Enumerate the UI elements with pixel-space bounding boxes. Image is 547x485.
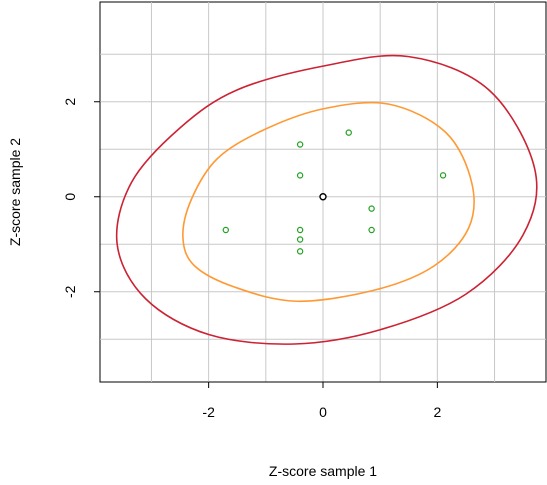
data-points	[222, 129, 447, 255]
grid	[100, 2, 546, 382]
y-tick-label: 2	[62, 98, 78, 106]
data-point-2	[296, 141, 304, 148]
data-point-5	[296, 236, 304, 243]
data-point-9	[368, 226, 375, 234]
x-axis-title: Z-score sample 1	[269, 463, 377, 479]
data-point-6	[296, 248, 304, 255]
data-point-3	[296, 172, 304, 179]
ellipses	[115, 54, 538, 345]
data-point-1	[222, 226, 229, 234]
data-point-7	[345, 129, 352, 136]
data-point-10	[439, 172, 447, 179]
y-tick-label: 0	[62, 193, 78, 201]
center-point	[319, 193, 327, 201]
y-tick-label: -2	[62, 285, 78, 298]
inner-ellipse	[182, 101, 475, 303]
center-point-layer	[319, 193, 327, 201]
y-axis-title: Z-score sample 2	[7, 138, 23, 246]
x-tick-label: 2	[433, 404, 441, 420]
axes: -2 0 2 -2 0 2	[62, 98, 441, 420]
outer-ellipse	[115, 54, 538, 345]
x-tick-label: -2	[202, 404, 215, 420]
data-point-8	[368, 205, 375, 212]
data-point-4	[296, 226, 304, 234]
x-tick-label: 0	[319, 404, 327, 420]
